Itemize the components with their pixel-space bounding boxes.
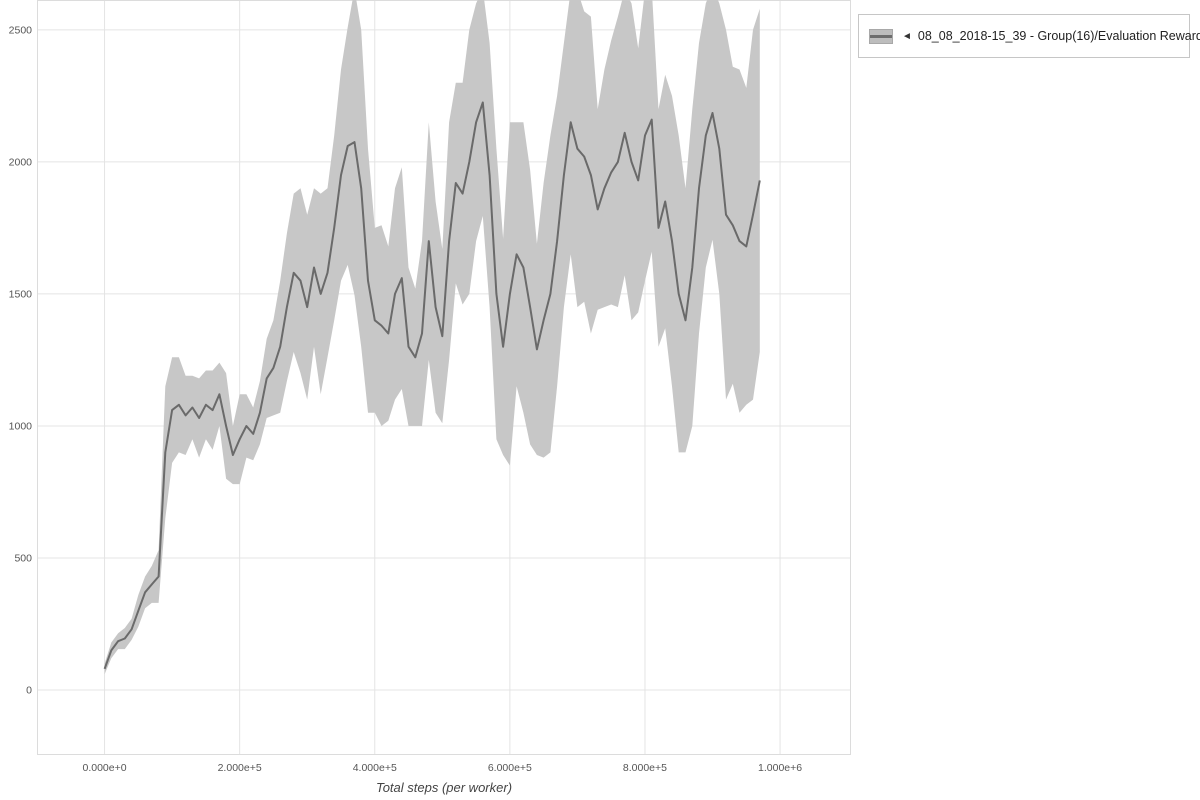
legend-swatch-line-icon	[870, 34, 892, 38]
evaluation-reward-chart[interactable]: 0 500 1000 1500 2000 2500 0.000e+0 2.000e+5 4.00…	[0, 0, 855, 778]
svg-text:2000: 2000	[9, 156, 33, 168]
svg-text:4.000e+5: 4.000e+5	[353, 762, 397, 774]
svg-text:1500: 1500	[9, 288, 33, 300]
chart-container: 0 500 1000 1500 2000 2500 0.000e+0 2.000e+5 4.00…	[0, 0, 855, 795]
legend-swatch-icon[interactable]	[869, 28, 893, 44]
svg-text:0: 0	[26, 685, 32, 697]
svg-text:1.000e+6: 1.000e+6	[758, 762, 802, 774]
legend-label: 08_08_2018-15_39 - Group(16)/Evaluation …	[917, 29, 1200, 43]
legend-collapse-icon[interactable]: ◄	[902, 30, 912, 42]
svg-text:8.000e+5: 8.000e+5	[623, 762, 667, 774]
svg-text:1000: 1000	[9, 420, 33, 432]
svg-text:500: 500	[14, 552, 32, 564]
x-axis-label: Total steps (per worker)	[375, 780, 513, 795]
svg-text:2500: 2500	[9, 24, 33, 36]
svg-text:0.000e+0: 0.000e+0	[83, 762, 127, 774]
legend[interactable]: ◄ 08_08_2018-15_39 - Group(16)/Evaluatio…	[858, 14, 1200, 58]
svg-text:6.000e+5: 6.000e+5	[488, 762, 532, 774]
svg-text:2.000e+5: 2.000e+5	[218, 762, 262, 774]
